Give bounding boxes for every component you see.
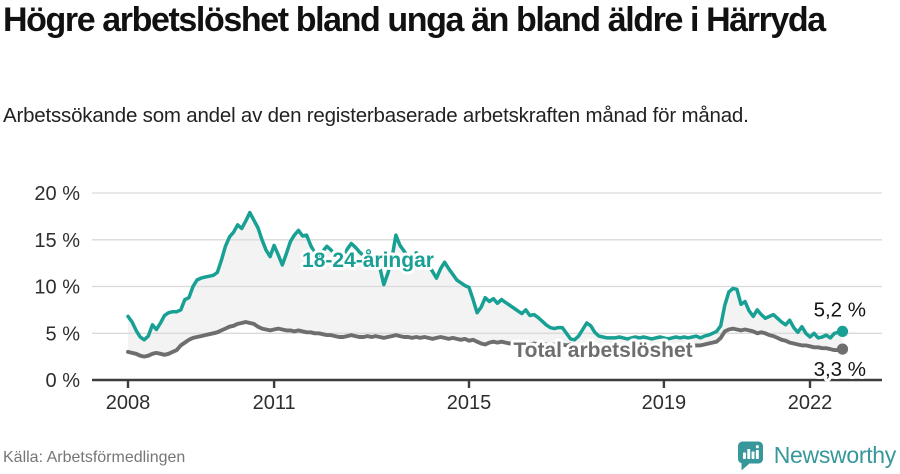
x-tick-label: 2008 (106, 392, 151, 414)
chart-title: Högre arbetslöshet bland unga än bland ä… (3, 1, 826, 39)
y-tick-label: 0 % (46, 370, 81, 392)
series-label: Total arbetslöshet (513, 339, 692, 362)
x-tick-label: 2011 (253, 392, 296, 414)
x-axis-labels: 2008 2011 2015 2019 2022 (106, 392, 833, 414)
area-between-series (128, 212, 843, 357)
bar-chart-glyph (742, 445, 759, 459)
y-tick-label: 20 % (34, 183, 80, 205)
chart-header: Högre arbetslöshet bland unga än bland ä… (3, 0, 897, 41)
x-axis (92, 378, 882, 388)
grid-lines (92, 192, 882, 334)
brand-name: Newsworthy (773, 441, 897, 468)
y-tick-label: 15 % (34, 230, 80, 252)
y-axis-labels: 0 % 5 % 10 % 15 % 20 % (34, 183, 80, 392)
series-label: 18-24-åringar (302, 249, 434, 272)
y-tick-label: 5 % (46, 323, 81, 345)
y-tick-label: 10 % (34, 277, 80, 299)
series-line-total (126, 320, 845, 359)
x-tick-label: 2019 (642, 392, 687, 414)
x-tick-label: 2015 (447, 392, 492, 414)
end-value-label: 3,3 % (814, 358, 866, 381)
newsworthy-logo-icon (737, 441, 763, 470)
newsworthy-logo: Newsworthy (736, 440, 896, 470)
end-value-label: 5,2 % (814, 298, 866, 321)
x-tick-label: 2022 (788, 392, 833, 414)
chart-subtitle: Arbetssökande som andel av den registerb… (3, 104, 749, 127)
source-note: Källa: Arbetsförmedlingen (3, 449, 186, 466)
end-dot (836, 343, 849, 355)
end-dot (836, 325, 849, 337)
series-line-young (126, 210, 845, 342)
